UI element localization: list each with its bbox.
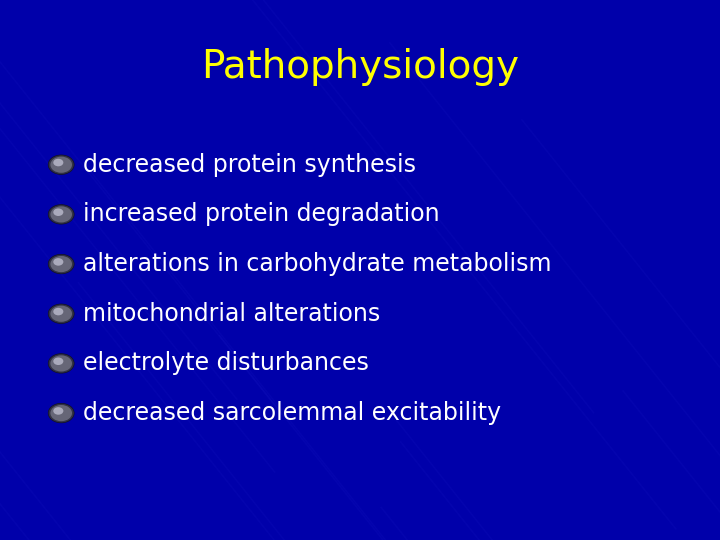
Circle shape xyxy=(50,206,72,222)
Circle shape xyxy=(50,355,72,372)
Circle shape xyxy=(48,304,74,323)
Circle shape xyxy=(48,354,74,373)
Text: electrolyte disturbances: electrolyte disturbances xyxy=(83,352,369,375)
Circle shape xyxy=(53,159,63,166)
Text: decreased sarcolemmal excitability: decreased sarcolemmal excitability xyxy=(83,401,501,425)
Text: increased protein degradation: increased protein degradation xyxy=(83,202,439,226)
Circle shape xyxy=(48,254,74,274)
Circle shape xyxy=(48,403,74,423)
Circle shape xyxy=(50,157,72,173)
Circle shape xyxy=(48,205,74,224)
Circle shape xyxy=(53,208,63,216)
Circle shape xyxy=(50,306,72,322)
Circle shape xyxy=(53,357,63,365)
Circle shape xyxy=(50,405,72,421)
Circle shape xyxy=(48,155,74,174)
Text: decreased protein synthesis: decreased protein synthesis xyxy=(83,153,416,177)
Circle shape xyxy=(53,258,63,266)
Circle shape xyxy=(53,407,63,415)
Text: Pathophysiology: Pathophysiology xyxy=(201,49,519,86)
Text: alterations in carbohydrate metabolism: alterations in carbohydrate metabolism xyxy=(83,252,552,276)
Text: mitochondrial alterations: mitochondrial alterations xyxy=(83,302,380,326)
Circle shape xyxy=(53,308,63,315)
Circle shape xyxy=(50,256,72,272)
